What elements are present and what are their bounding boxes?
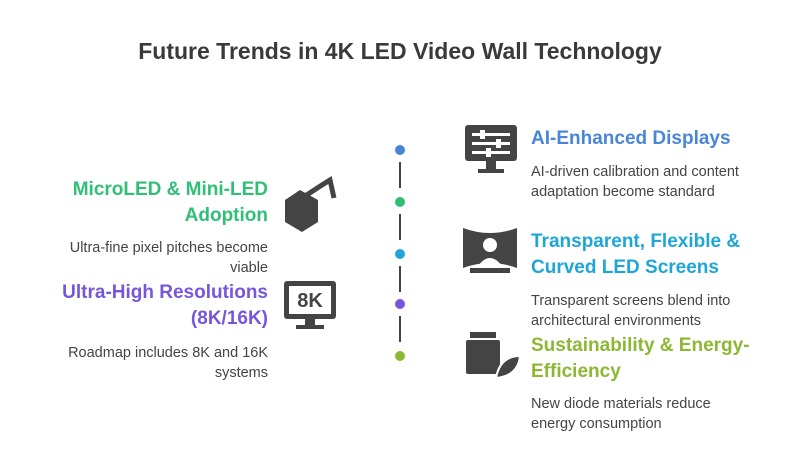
timeline-dot bbox=[395, 197, 405, 207]
item-description: systems bbox=[214, 365, 268, 381]
timeline-dot bbox=[395, 145, 405, 155]
icon-8k-monitor bbox=[284, 281, 336, 329]
icon-label: 8K bbox=[297, 290, 323, 312]
timeline-dot bbox=[395, 351, 405, 361]
item-description: energy consumption bbox=[531, 416, 662, 432]
item-title: (8K/16K) bbox=[190, 308, 268, 329]
item-title: Curved LED Screens bbox=[531, 257, 719, 278]
item-description: Ultra-fine pixel pitches become bbox=[69, 240, 268, 256]
timeline-dot bbox=[395, 299, 405, 309]
item-description: Roadmap includes 8K and 16K bbox=[68, 345, 268, 361]
title: Future Trends in 4K LED Video Wall Techn… bbox=[138, 38, 662, 64]
item-description: New diode materials reduce bbox=[531, 396, 711, 412]
icon-curved-screen bbox=[463, 228, 517, 273]
item-title: MicroLED & Mini-LED bbox=[72, 179, 268, 200]
item-description: AI-driven calibration and content bbox=[531, 164, 739, 180]
item-description: architectural environments bbox=[531, 313, 702, 329]
item-title: Sustainability & Energy- bbox=[531, 335, 750, 356]
item-title: Efficiency bbox=[531, 361, 621, 382]
icon-monitor-sliders bbox=[465, 125, 517, 173]
icon-robot-arm bbox=[285, 176, 337, 232]
item-title: AI-Enhanced Displays bbox=[531, 128, 731, 149]
timeline-dot bbox=[395, 249, 405, 259]
item-title: Adoption bbox=[184, 205, 268, 226]
item-title: Ultra-High Resolutions bbox=[62, 282, 268, 303]
item-description: viable bbox=[230, 260, 268, 276]
icon-box-leaf bbox=[466, 332, 522, 380]
item-title: Transparent, Flexible & bbox=[531, 231, 741, 252]
item-description: Transparent screens blend into bbox=[531, 293, 731, 309]
item-description: adaptation become standard bbox=[531, 184, 715, 200]
